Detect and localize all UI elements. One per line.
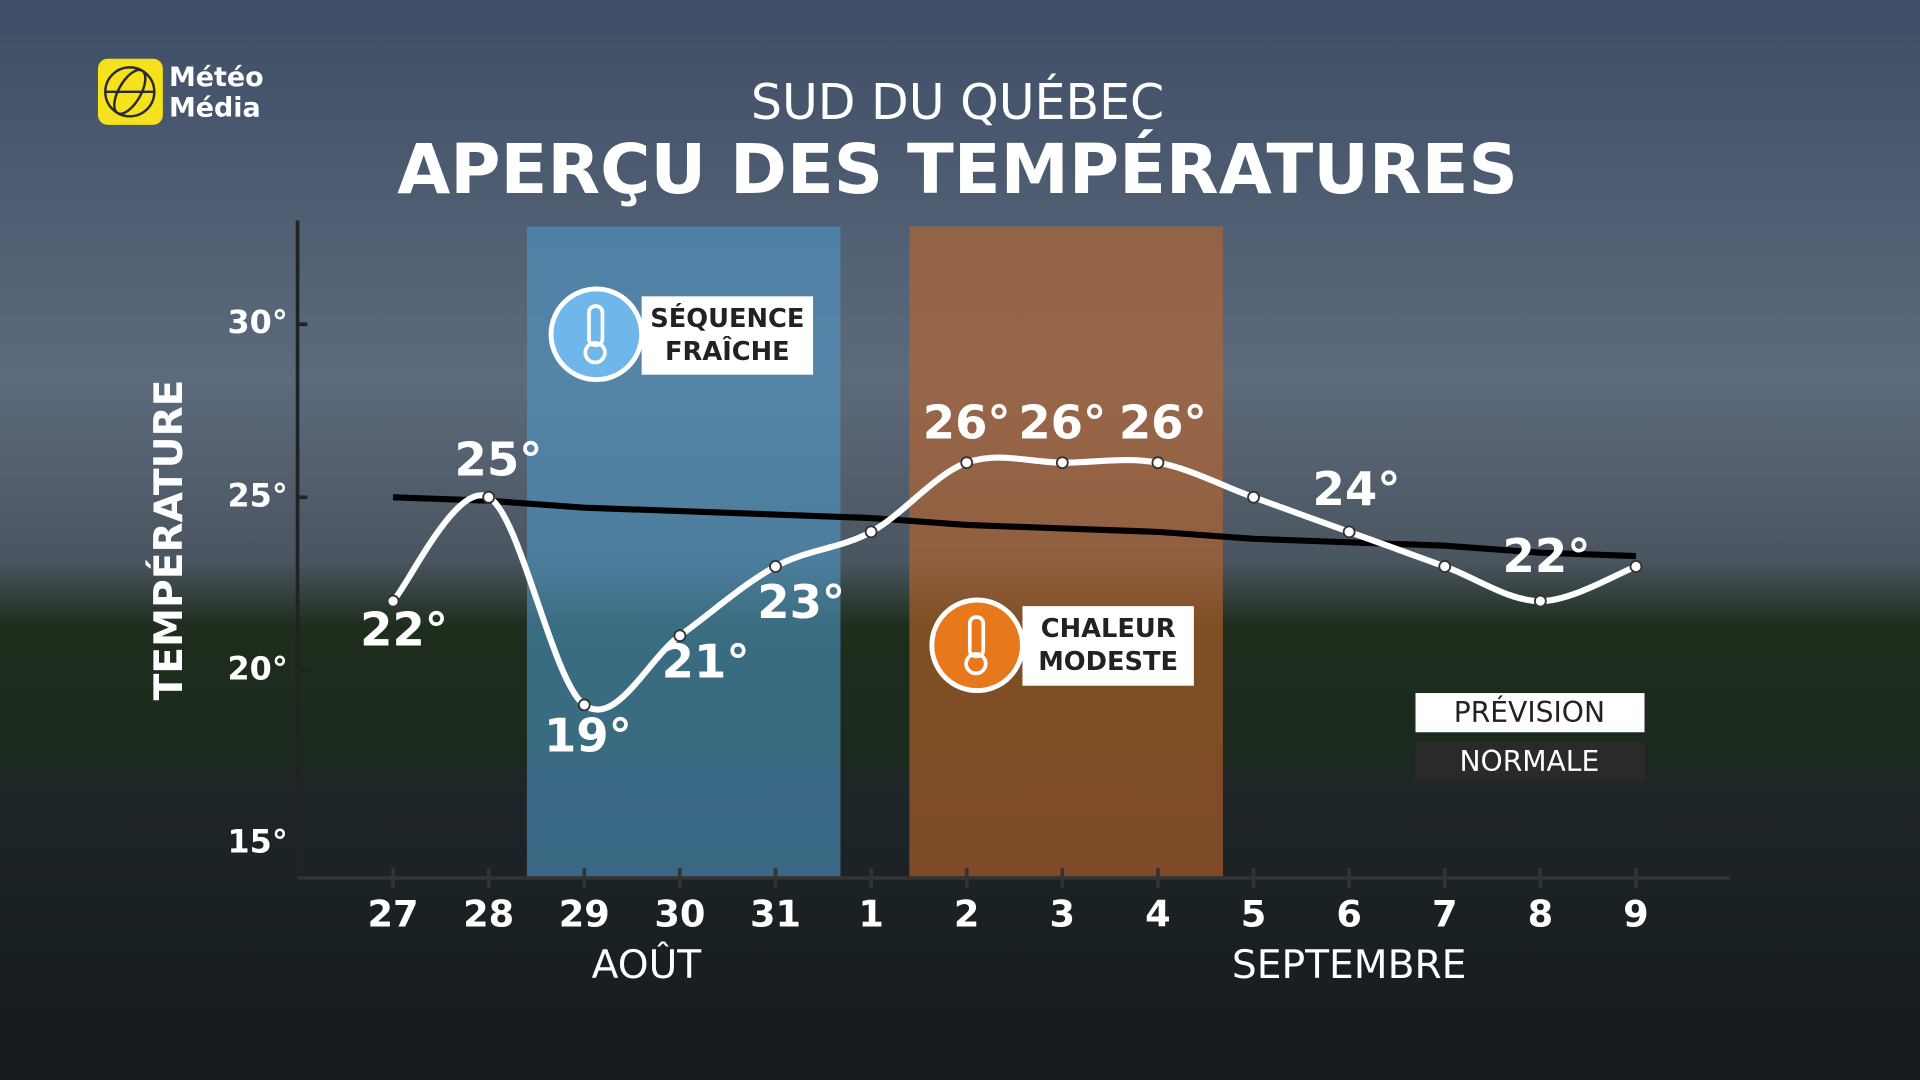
chart-subtitle: APERÇU DES TEMPÉRATURES	[397, 128, 1518, 210]
x-tick-label: 9	[1623, 892, 1649, 935]
value-label: 21°	[662, 635, 750, 689]
x-tick-label: 31	[750, 892, 801, 935]
logo-globe	[104, 66, 156, 118]
forecast-point	[577, 698, 591, 712]
forecast-point	[1438, 560, 1452, 573]
x-tick-label: 3	[1050, 892, 1076, 935]
annotation-text: CHALEUR	[1041, 614, 1176, 644]
value-label: 26°	[1119, 395, 1207, 449]
forecast-point	[1055, 456, 1069, 470]
plot: 15° 20° 25° 30° 27 28 29 30 31 1 2 3 4 5 6 7 8 9 AOÛT SEPTE…	[228, 220, 1731, 988]
thermometer	[583, 304, 607, 365]
annotation-text: FRAÎCHE	[665, 335, 790, 367]
annotation-box	[1022, 606, 1194, 686]
x-tick-label: 8	[1528, 892, 1554, 935]
value-label: 26°	[1018, 395, 1106, 449]
legend-swatch	[1415, 742, 1645, 782]
x-tick-label: 1	[858, 892, 884, 935]
month-label: AOÛT	[592, 941, 703, 988]
logo-text: Média	[169, 92, 261, 123]
x-tick-label: 5	[1241, 892, 1267, 935]
value-label: 22°	[360, 602, 448, 656]
annotation-box	[641, 296, 814, 375]
forecast-point	[673, 629, 687, 643]
value-label: 24°	[1312, 462, 1400, 516]
x-tick-label: 28	[463, 892, 514, 935]
forecast-point	[769, 560, 782, 573]
forecast-point	[1151, 456, 1165, 470]
legend-label: PRÉVISION	[1454, 695, 1605, 729]
x-tick-label: 29	[559, 892, 610, 935]
forecast-point	[864, 525, 878, 539]
value-label: 26°	[923, 395, 1011, 449]
highlight-band	[909, 226, 1223, 878]
annotation-text: SÉQUENCE	[650, 302, 804, 334]
thermometer	[964, 615, 988, 676]
logo-text: Météo	[169, 62, 264, 93]
y-axis-label: TEMPÉRATURE	[145, 380, 192, 701]
x-tick-label: 27	[368, 892, 419, 935]
forecast-point	[386, 594, 400, 608]
value-label: 22°	[1502, 529, 1590, 583]
x-tick-label: 4	[1145, 892, 1171, 935]
annotation-icon	[929, 597, 1025, 694]
x-tick-label: 30	[654, 892, 705, 935]
legend-label: NORMALE	[1459, 745, 1599, 778]
forecast-point	[482, 490, 496, 504]
x-tick-label: 2	[954, 892, 980, 935]
y-tick-label: 25°	[228, 476, 288, 514]
month-label: SEPTEMBRE	[1232, 943, 1467, 988]
x-tick-label: 6	[1336, 892, 1362, 935]
annotation-text: MODESTE	[1038, 647, 1178, 677]
forecast-point	[1247, 490, 1260, 504]
value-label: 25°	[454, 432, 542, 486]
forecast-point	[960, 456, 974, 470]
y-tick-label: 30°	[228, 303, 288, 341]
y-tick-label: 20°	[228, 649, 288, 687]
annotation-icon	[548, 286, 645, 383]
legend-swatch	[1415, 693, 1645, 733]
value-label: 19°	[544, 709, 632, 763]
normal-line	[392, 494, 1637, 560]
chart-title: SUD DU QUÉBEC	[751, 72, 1164, 131]
forecast-point	[1629, 560, 1643, 573]
forecast-point	[1342, 525, 1356, 539]
value-label: 23°	[757, 575, 845, 629]
y-tick-label: 15°	[228, 822, 288, 860]
forecast-point	[1533, 594, 1547, 608]
x-tick-label: 7	[1432, 892, 1458, 935]
